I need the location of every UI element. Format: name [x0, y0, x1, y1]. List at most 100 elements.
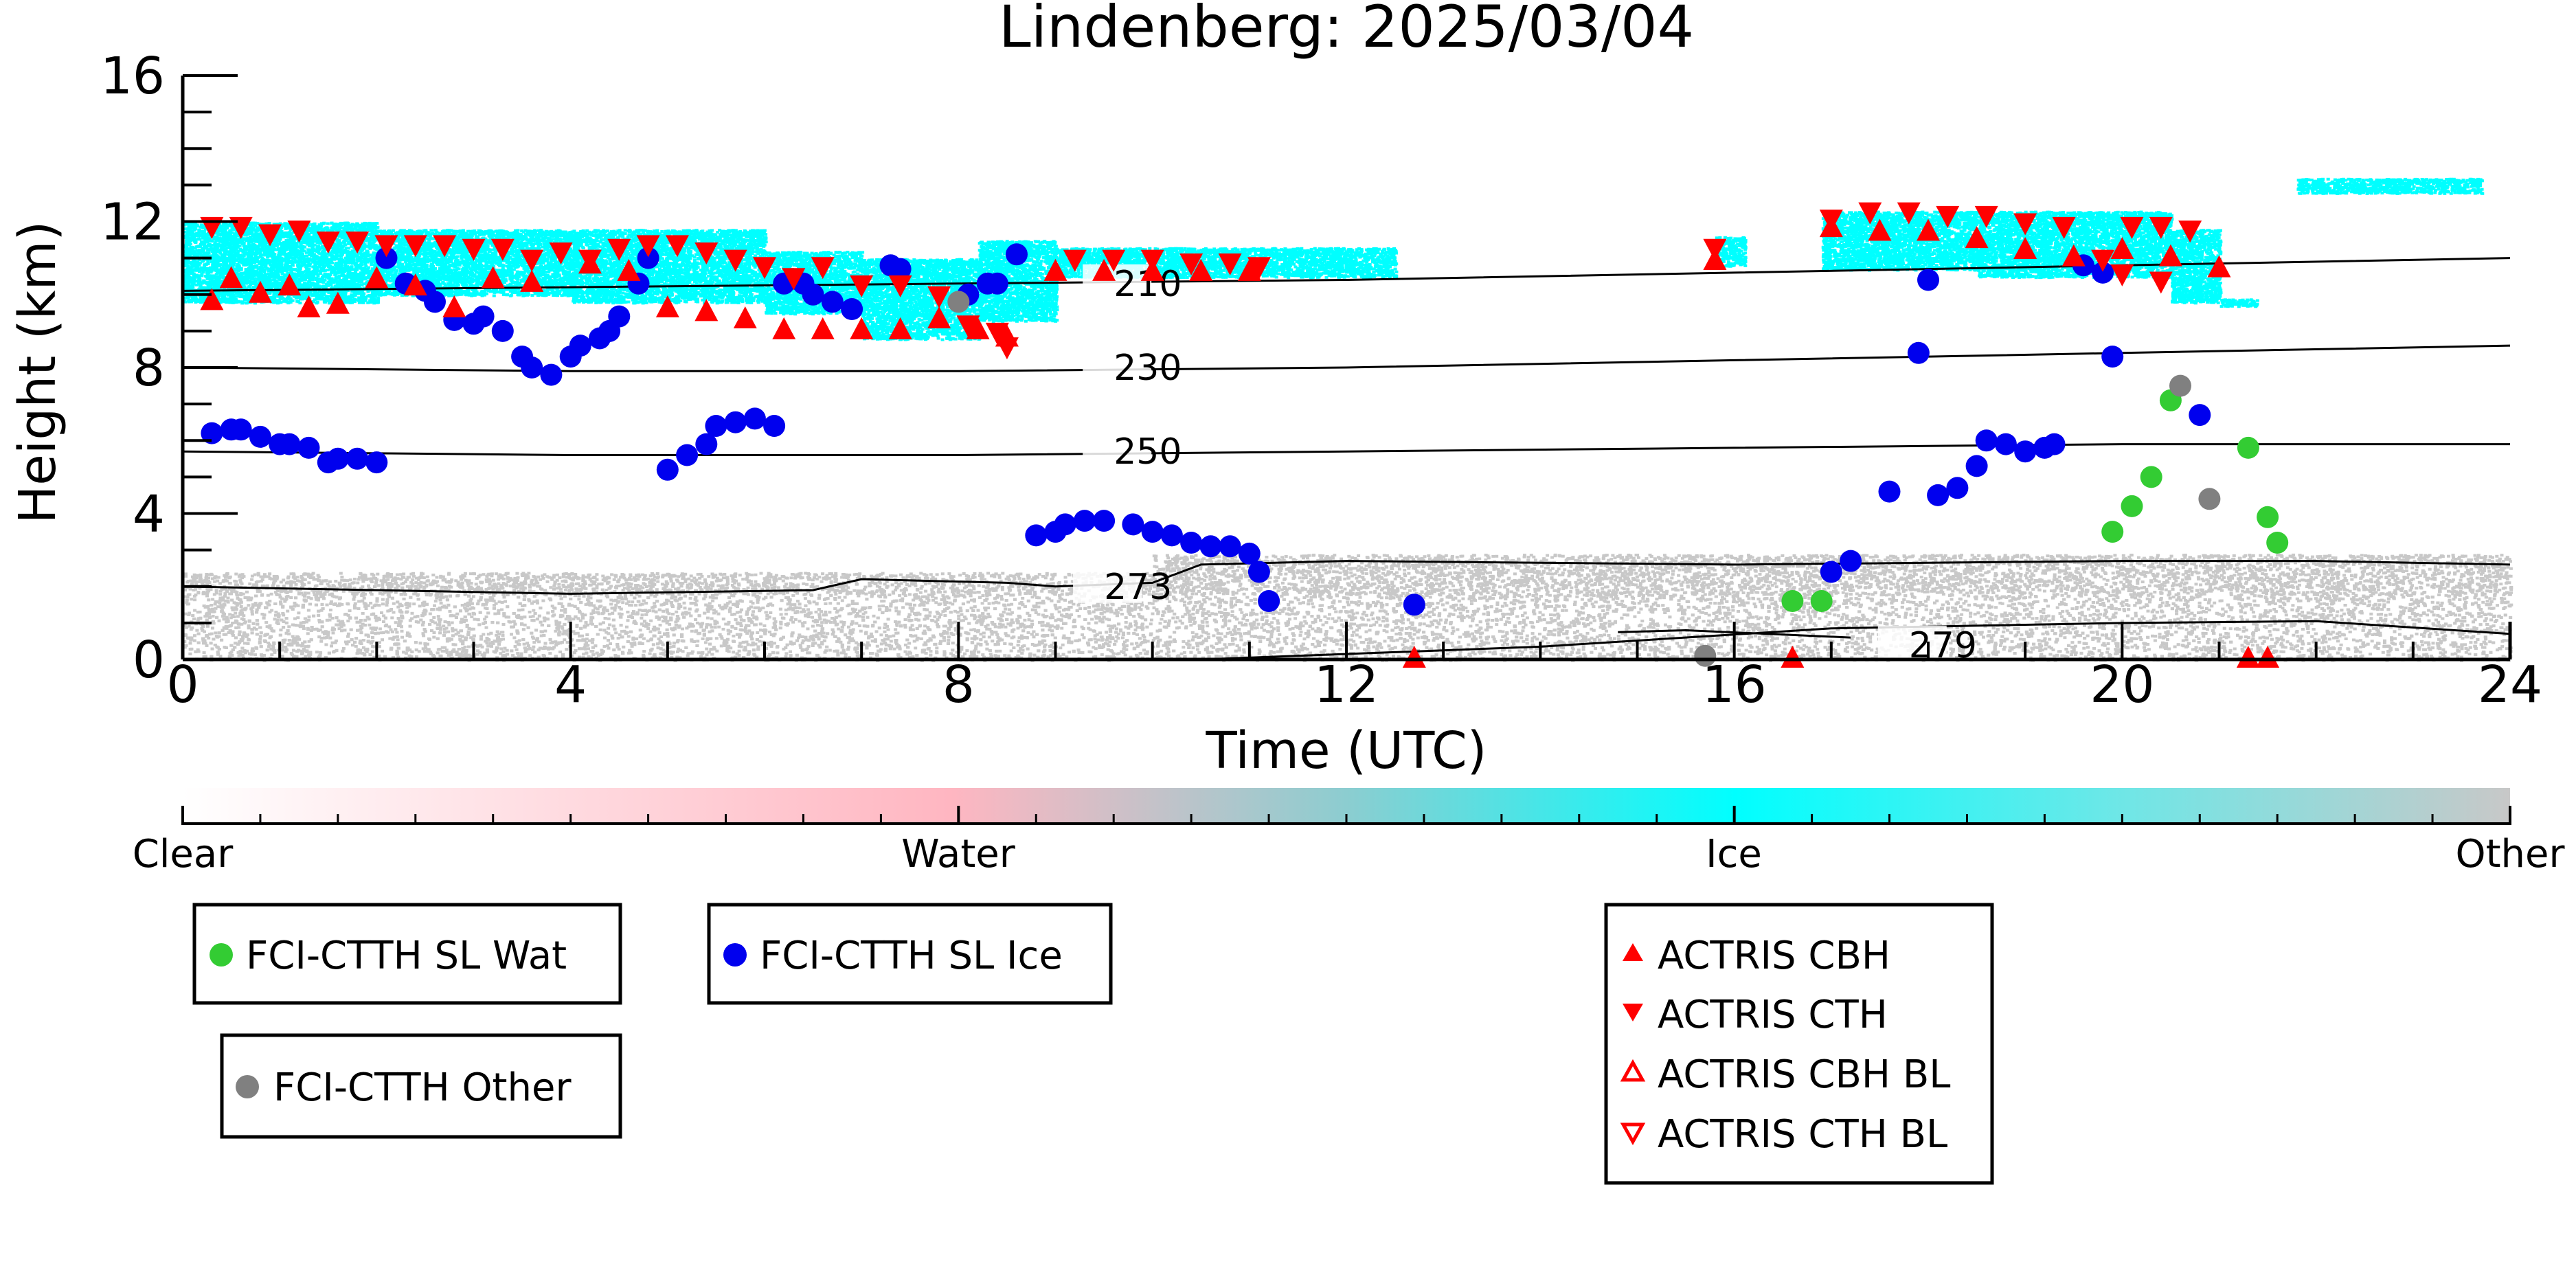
other-mask-speckle	[274, 614, 278, 617]
other-mask-speckle	[493, 600, 496, 602]
other-mask-speckle	[784, 609, 788, 611]
other-mask-speckle	[2445, 614, 2449, 617]
other-mask-speckle	[720, 644, 723, 647]
other-mask-speckle	[1163, 611, 1166, 614]
other-mask-speckle	[214, 631, 217, 634]
other-mask-speckle	[756, 645, 760, 648]
other-mask-speckle	[2066, 651, 2069, 653]
other-mask-speckle	[1231, 610, 1234, 613]
other-mask-speckle	[2180, 616, 2184, 619]
other-mask-speckle	[1648, 646, 1651, 648]
other-mask-speckle	[755, 618, 758, 620]
other-mask-speckle	[1565, 609, 1568, 612]
other-mask-speckle	[688, 612, 691, 615]
other-mask-speckle	[1521, 629, 1524, 632]
other-mask-speckle	[803, 621, 806, 624]
other-mask-speckle	[286, 610, 289, 613]
other-mask-speckle	[319, 640, 323, 643]
other-mask-speckle	[1279, 609, 1283, 611]
other-mask-speckle	[1206, 624, 1209, 627]
other-mask-speckle	[768, 631, 771, 633]
other-mask-speckle	[811, 616, 814, 619]
other-mask-speckle	[1339, 611, 1342, 613]
other-mask-speckle	[675, 611, 678, 613]
other-mask-speckle	[512, 636, 516, 639]
other-mask-speckle	[385, 624, 388, 626]
other-mask-speckle	[1030, 620, 1034, 622]
other-mask-speckle	[2449, 624, 2452, 627]
other-mask-speckle	[400, 636, 404, 639]
other-mask-speckle	[1495, 623, 1498, 626]
other-mask-speckle	[2488, 640, 2492, 643]
other-mask-speckle	[1866, 596, 1869, 599]
other-mask-speckle	[1600, 623, 1603, 626]
other-mask-speckle	[1645, 642, 1648, 644]
other-mask-speckle	[429, 613, 432, 615]
other-mask-speckle	[1885, 618, 1888, 620]
other-mask-speckle	[1026, 636, 1029, 639]
other-mask-speckle	[1803, 623, 1807, 626]
other-mask-speckle	[523, 643, 526, 646]
other-mask-speckle	[2320, 642, 2324, 644]
other-mask-speckle	[2241, 618, 2244, 621]
other-mask-speckle	[2050, 629, 2054, 632]
other-mask-speckle	[1027, 631, 1030, 634]
other-mask-speckle	[521, 609, 525, 611]
other-mask-speckle	[1511, 609, 1515, 612]
other-mask-speckle	[394, 628, 397, 631]
other-mask-speckle	[195, 629, 199, 632]
other-mask-speckle	[454, 629, 457, 631]
other-mask-speckle	[947, 597, 951, 600]
other-mask-speckle	[2040, 618, 2043, 620]
other-mask-speckle	[1979, 648, 1982, 651]
other-mask-speckle	[815, 611, 818, 613]
other-mask-speckle	[1182, 640, 1185, 643]
other-mask-speckle	[1411, 638, 1414, 641]
other-mask-speckle	[2369, 613, 2373, 615]
other-mask-speckle	[2285, 613, 2288, 616]
other-mask-speckle	[558, 651, 562, 653]
other-mask-speckle	[2074, 598, 2077, 600]
other-mask-speckle	[211, 598, 214, 601]
other-mask-speckle	[2434, 631, 2437, 633]
other-mask-speckle	[470, 615, 473, 618]
other-mask-speckle	[1604, 622, 1607, 624]
other-mask-speckle	[253, 653, 257, 656]
other-mask-speckle	[1524, 624, 1528, 626]
other-mask-speckle	[1021, 597, 1024, 600]
other-mask-speckle	[348, 609, 352, 612]
other-mask-speckle	[2384, 614, 2388, 617]
other-mask-speckle	[1087, 627, 1090, 630]
other-mask-speckle	[563, 638, 566, 641]
other-mask-speckle	[2361, 642, 2364, 645]
other-mask-speckle	[639, 629, 642, 631]
other-mask-speckle	[2175, 612, 2178, 615]
other-mask-speckle	[483, 618, 486, 621]
other-mask-speckle	[2329, 647, 2333, 650]
other-mask-speckle	[2428, 620, 2431, 622]
other-mask-speckle	[2051, 618, 2055, 621]
other-mask-speckle	[2336, 614, 2339, 617]
other-mask-speckle	[432, 636, 436, 639]
other-mask-speckle	[2441, 648, 2445, 651]
other-mask-speckle	[240, 605, 243, 608]
other-mask-speckle	[1197, 651, 1201, 654]
other-mask-speckle	[1891, 594, 1895, 597]
other-mask-speckle	[1794, 614, 1798, 617]
other-mask-speckle	[1737, 610, 1740, 613]
other-mask-speckle	[1150, 619, 1153, 622]
other-mask-speckle	[1814, 637, 1818, 640]
other-mask-speckle	[2274, 622, 2277, 625]
other-mask-speckle	[1724, 620, 1727, 623]
other-mask-speckle	[1829, 621, 1832, 624]
other-mask-speckle	[1214, 596, 1217, 598]
other-mask-speckle	[1098, 631, 1102, 634]
other-mask-speckle	[1094, 647, 1098, 650]
other-mask-speckle	[1860, 637, 1864, 640]
other-mask-speckle	[1959, 605, 1963, 608]
other-mask-speckle	[870, 633, 873, 635]
other-mask-speckle	[2070, 607, 2074, 610]
other-mask-speckle	[981, 602, 984, 605]
other-mask-speckle	[784, 652, 788, 655]
other-mask-speckle	[790, 616, 793, 619]
